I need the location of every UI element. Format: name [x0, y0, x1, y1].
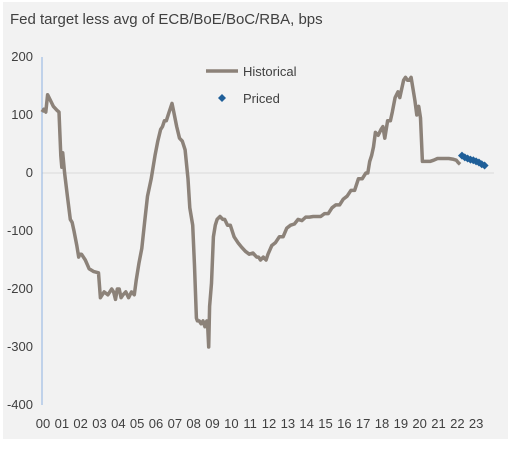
x-tick-label: 01 — [55, 416, 69, 431]
x-tick-label: 05 — [130, 416, 144, 431]
x-tick-label: 02 — [73, 416, 87, 431]
x-tick-label: 22 — [450, 416, 464, 431]
x-tick-label: 11 — [243, 416, 257, 431]
y-tick-label: 100 — [11, 107, 33, 122]
y-tick-label: -100 — [7, 223, 33, 238]
chart-panel — [3, 2, 508, 439]
x-tick-label: 21 — [431, 416, 445, 431]
plot-area — [40, 75, 489, 349]
x-tick-label: 23 — [469, 416, 483, 431]
legend-label-priced: Priced — [243, 91, 280, 106]
legend-label-historical: Historical — [243, 64, 297, 79]
y-tick-label: -400 — [7, 397, 33, 412]
x-tick-label: 12 — [262, 416, 276, 431]
y-tick-label: -300 — [7, 339, 33, 354]
x-tick-label: 18 — [375, 416, 389, 431]
legend: Historical Priced — [206, 64, 297, 106]
x-tick-label: 19 — [394, 416, 408, 431]
x-tick-label: 07 — [168, 416, 182, 431]
y-tick-label: -200 — [7, 281, 33, 296]
x-tick-label: 16 — [337, 416, 351, 431]
x-tick-label: 20 — [412, 416, 426, 431]
y-tick-label: 200 — [11, 49, 33, 64]
legend-marker-priced — [218, 94, 226, 102]
priced-point — [480, 161, 489, 170]
x-tick-label: 06 — [149, 416, 163, 431]
x-tick-label: 13 — [281, 416, 295, 431]
x-tick-label: 08 — [186, 416, 200, 431]
x-tick-label: 14 — [299, 416, 313, 431]
x-tick-label: 04 — [111, 416, 125, 431]
x-tick-label: 10 — [224, 416, 238, 431]
x-tick-label: 09 — [205, 416, 219, 431]
x-tick-label: 00 — [36, 416, 50, 431]
x-tick-label: 17 — [356, 416, 370, 431]
x-tick-label: 15 — [318, 416, 332, 431]
x-tick-label: 03 — [92, 416, 106, 431]
y-tick-label: 0 — [26, 165, 33, 180]
series-line-historical — [40, 75, 462, 349]
chart-title: Fed target less avg of ECB/BoE/BoC/RBA, … — [10, 11, 323, 28]
